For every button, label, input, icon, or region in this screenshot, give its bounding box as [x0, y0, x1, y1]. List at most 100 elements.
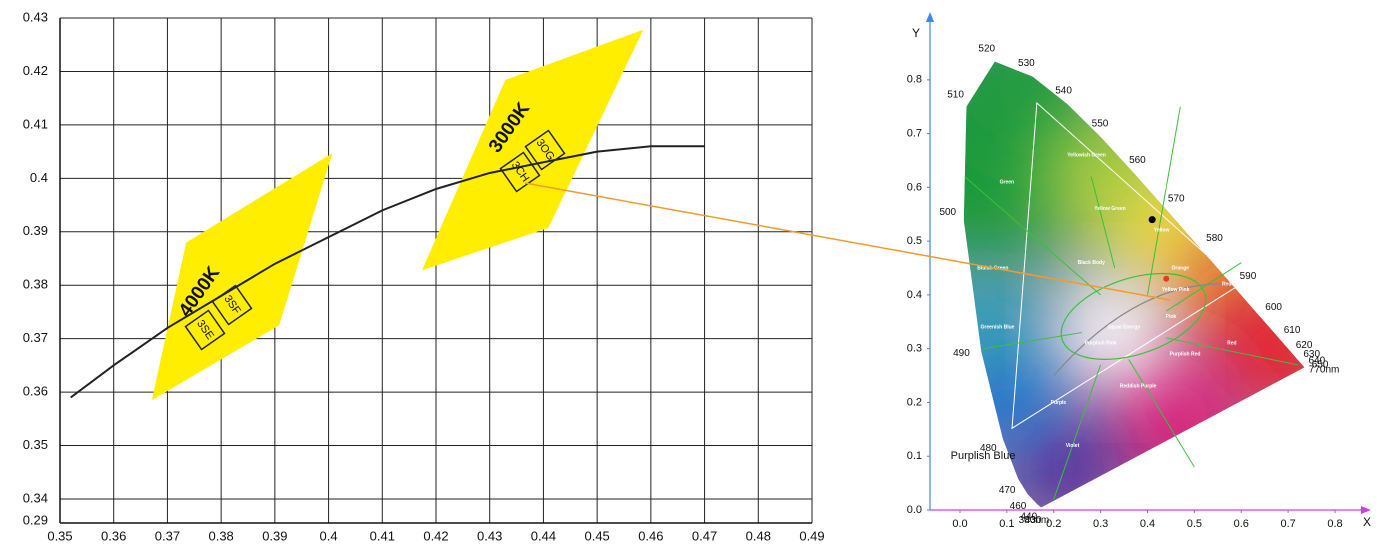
- bin-region: [422, 29, 644, 271]
- wavelength-label: 550: [1092, 118, 1109, 129]
- y-tick-label: 0.43: [23, 9, 48, 24]
- hue-boundary: [1165, 262, 1242, 312]
- region-label: Yellow: [1154, 228, 1170, 234]
- wavelength-label: 770nm: [1309, 365, 1340, 376]
- hue-boundary: [1166, 337, 1298, 366]
- wavelength-label: 540: [1055, 85, 1072, 96]
- hue-boundary: [1053, 364, 1102, 500]
- region-label: Purple: [1051, 400, 1067, 406]
- connector: [524, 182, 1171, 301]
- y-tick-label: 0.1: [907, 450, 922, 462]
- region-label: Yellowish Green: [1067, 152, 1106, 158]
- x-tick-label: 0.44: [531, 528, 556, 543]
- x-tick-label: 0.38: [208, 528, 233, 543]
- region-label: Yellow Green: [1094, 206, 1125, 212]
- wavelength-label: 510: [947, 90, 964, 101]
- x-tick-label: 0.3: [1093, 518, 1108, 530]
- wavelength-label: 630: [1303, 349, 1320, 360]
- hue-boundary: [964, 176, 1101, 296]
- x-tick-label: 0.8: [1327, 518, 1342, 530]
- x-tick-label: 0.36: [101, 528, 126, 543]
- bin-outline: [184, 309, 226, 351]
- bin-region: [151, 153, 333, 401]
- region-label: Yellow Pink: [1162, 287, 1190, 293]
- hue-boundary: [983, 332, 1082, 350]
- wavelength-label: 600: [1265, 302, 1282, 313]
- y-tick-label: 0.4: [30, 170, 48, 185]
- gamut-triangle: [1011, 101, 1241, 430]
- y-arrow: [926, 12, 934, 22]
- region-label: Black Body: [1078, 260, 1105, 266]
- region-label: Reddish Orange: [1222, 281, 1261, 287]
- x-tick-label: 0.48: [746, 528, 771, 543]
- wavelength-label: 440: [1020, 512, 1037, 523]
- wavelength-label: 560: [1129, 155, 1146, 166]
- black-body-curve: [70, 145, 705, 399]
- wavelength-label: 580: [1206, 233, 1223, 244]
- point: [1148, 216, 1156, 224]
- x-tick-label: 0.5: [1187, 518, 1202, 530]
- wavelength-label: 430: [1025, 515, 1042, 526]
- y-tick-label: 0.8: [907, 74, 922, 86]
- y-tick-label: 0.0: [907, 504, 922, 516]
- region-label: Greenish Blue: [981, 325, 1015, 331]
- y-tick-label: 0.39: [23, 223, 48, 238]
- wavelength-label: 530: [1018, 58, 1035, 69]
- y-tick-label: 0.6: [907, 181, 922, 193]
- y-tick-label: 0.36: [23, 384, 48, 399]
- x-tick-label: 0.43: [477, 528, 502, 543]
- y-tick-label: 0.4: [907, 289, 922, 301]
- y-tick-label: 0.7: [907, 128, 922, 140]
- wavelength-label: 470: [999, 485, 1016, 496]
- hue-boundary: [1147, 106, 1181, 296]
- binning-chart: 0.35 0.36 0.37 0.38 0.39 0.4 0.41 0.42 0.43 0.44 0…: [23, 9, 825, 543]
- y-tick-label: 0.41: [23, 116, 48, 131]
- y-tick-label: 0.38: [23, 277, 48, 292]
- bin-outline: [211, 284, 253, 326]
- hue-boundary: [1090, 176, 1116, 269]
- x-tick-label: 0.47: [692, 528, 717, 543]
- x-tick-label: 0.45: [584, 528, 609, 543]
- x-tick-label: 0.41: [370, 528, 395, 543]
- y-axis-label: Y: [912, 26, 920, 40]
- color-gamut: [963, 61, 1305, 508]
- region-label: Reddish Purple: [1120, 384, 1157, 390]
- wavelength-label: 570: [1168, 194, 1185, 205]
- color-blob: [1059, 277, 1170, 388]
- y-tick-label: 0.5: [907, 235, 922, 247]
- y-tick-label: 0.37: [23, 330, 48, 345]
- color-blob: [963, 271, 1034, 372]
- region-label: Purplish Pink: [1085, 341, 1117, 347]
- wavelength-label: 640: [1308, 356, 1325, 367]
- x-tick-label: 0.4: [320, 528, 338, 543]
- x-tick-label: 0.4: [1140, 518, 1155, 530]
- region-label: Green: [1000, 179, 1014, 185]
- x-tick-label: 0.49: [799, 528, 824, 543]
- region-label: Orange: [1172, 265, 1190, 271]
- x-tick-label: 0.0: [952, 518, 967, 530]
- y-tick-label: 0.35: [23, 437, 48, 452]
- wavelength-label: 520: [978, 43, 995, 54]
- wavelength-label: 460: [1010, 501, 1027, 512]
- x-tick-label: 0.7: [1280, 518, 1295, 530]
- hue-boundary: [1128, 359, 1195, 468]
- region-label: Greenish Yellow: [1161, 185, 1200, 191]
- region-label: Pink: [1166, 314, 1177, 320]
- x-tick-label: 0.35: [47, 528, 72, 543]
- region-label: Purplish Blue: [951, 450, 1016, 462]
- x-axis-label: X: [1363, 515, 1371, 529]
- x-arrow: [1361, 506, 1371, 514]
- point: [1163, 275, 1170, 282]
- wavelength-label: 620: [1296, 340, 1313, 351]
- y-tick-label: 0.34: [23, 490, 48, 505]
- black-body-curve: [1053, 283, 1232, 376]
- x-tick-label: 0.1: [999, 518, 1014, 530]
- region-label: Violet: [1066, 443, 1080, 449]
- wavelength-label: 380nm: [1019, 515, 1050, 526]
- x-tick-label: 0.6: [1234, 518, 1249, 530]
- planckian-zone: [1060, 272, 1207, 360]
- wavelength-label: 650: [1312, 360, 1329, 371]
- wavelength-label: 480: [980, 443, 997, 454]
